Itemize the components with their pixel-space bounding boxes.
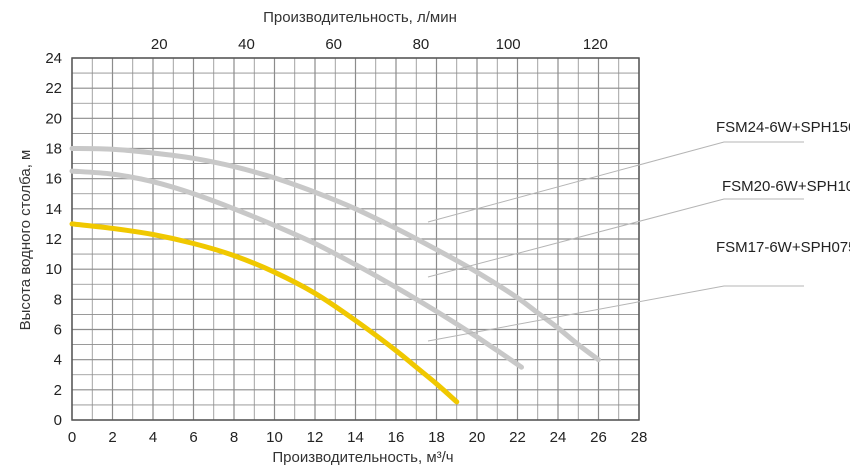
y-tick-label: 2	[54, 382, 62, 399]
x-tick-label: 22	[509, 429, 526, 446]
legend-leader-line-1	[427, 198, 804, 278]
x-tick-label: 2	[108, 429, 116, 446]
tick-labels: 0 2 4 6 8 10 12 14 16 18 20 22 24 26 28024681012141618…	[45, 36, 647, 446]
x-tick-label: 12	[307, 429, 324, 446]
top-x-tick-label: 100	[496, 36, 521, 53]
y-axis-title: Высота водного столба, м	[17, 150, 34, 331]
y-tick-label: 10	[45, 261, 62, 278]
legend-label-1: FSM20-6W+SPH100	[722, 178, 850, 195]
performance-curves	[69, 146, 601, 405]
y-tick-label: 24	[45, 50, 62, 67]
y-tick-label: 4	[54, 352, 62, 369]
x-tick-label: 16	[388, 429, 405, 446]
x-tick-label: 20	[469, 429, 486, 446]
x-axis-title: Производительность, м³/ч	[272, 449, 453, 466]
legend-leader-line-0	[427, 141, 804, 223]
y-tick-label: 16	[45, 171, 62, 188]
legend: FSM24-6W+SPH150 FSM20-6W+SPH100 FSM17-6W+S…	[716, 119, 850, 256]
x-tick-label: 8	[230, 429, 238, 446]
y-tick-label: 0	[54, 412, 62, 429]
top-x-tick-label: 80	[413, 36, 430, 53]
grid	[71, 57, 640, 421]
series-line-1	[69, 168, 524, 370]
top-x-tick-label: 40	[238, 36, 255, 53]
series-line-2	[69, 221, 460, 405]
y-tick-label: 20	[45, 110, 62, 127]
x-tick-label: 0	[68, 429, 76, 446]
legend-label-2: FSM17-6W+SPH075	[716, 239, 850, 256]
y-tick-label: 6	[54, 322, 62, 339]
top-x-tick-label: 120	[583, 36, 608, 53]
x-tick-label: 6	[189, 429, 197, 446]
y-tick-label: 14	[45, 201, 62, 218]
x-tick-label: 14	[347, 429, 364, 446]
y-tick-label: 18	[45, 141, 62, 158]
legend-leader-lines	[427, 141, 804, 342]
top-axis-title: Производительность, л/мин	[263, 9, 457, 26]
x-tick-label: 28	[631, 429, 648, 446]
legend-leader-line-2	[427, 285, 804, 342]
plot-frame	[71, 57, 640, 421]
y-tick-label: 22	[45, 80, 62, 97]
series-line-0	[69, 146, 601, 363]
x-tick-label: 18	[428, 429, 445, 446]
x-tick-label: 26	[590, 429, 607, 446]
top-x-tick-label: 20	[151, 36, 168, 53]
y-tick-label: 8	[54, 291, 62, 308]
x-tick-label: 4	[149, 429, 157, 446]
legend-label-0: FSM24-6W+SPH150	[716, 119, 850, 136]
x-tick-label: 24	[550, 429, 567, 446]
x-tick-label: 10	[266, 429, 283, 446]
top-x-tick-label: 60	[325, 36, 342, 53]
y-tick-label: 12	[45, 231, 62, 248]
